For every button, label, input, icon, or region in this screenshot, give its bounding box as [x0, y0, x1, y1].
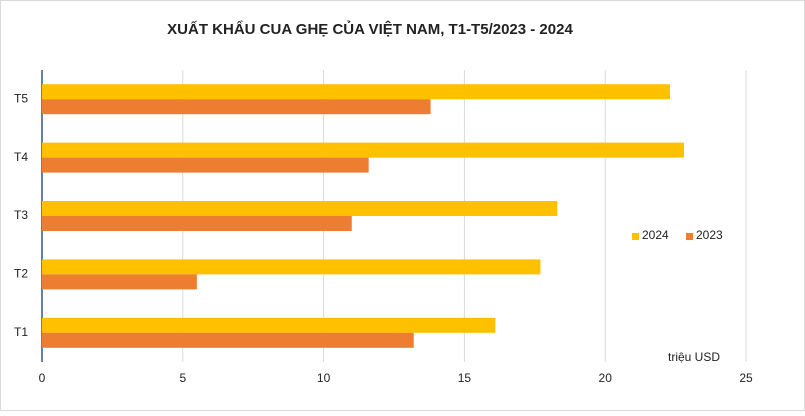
legend-label: 2023	[696, 228, 723, 242]
x-tick-label: 25	[739, 371, 753, 385]
x-tick-label: 15	[458, 371, 472, 385]
bar	[42, 99, 431, 115]
y-tick-label: T2	[14, 267, 28, 281]
bar	[42, 216, 352, 231]
bar	[42, 317, 496, 333]
x-tick-label: 10	[317, 371, 331, 385]
y-tick-label: T3	[14, 208, 28, 222]
bar	[42, 201, 558, 216]
bar	[42, 259, 541, 275]
x-tick-label: 20	[599, 371, 613, 385]
x-tick-label: 0	[39, 371, 46, 385]
y-tick-label: T4	[14, 150, 28, 164]
bar	[42, 84, 670, 100]
y-tick-label: T1	[14, 325, 28, 339]
legend-label: 2024	[642, 228, 669, 242]
x-axis-label: triệu USD	[668, 350, 720, 364]
bar	[42, 157, 369, 173]
legend-swatch	[686, 233, 693, 240]
bar	[42, 332, 414, 348]
bar	[42, 274, 197, 290]
x-tick-label: 5	[179, 371, 186, 385]
bar	[42, 142, 685, 158]
y-tick-label: T5	[14, 91, 28, 105]
legend-swatch	[632, 233, 639, 240]
chart-title: XUẤT KHẨU CUA GHẸ CỦA VIỆT NAM, T1-T5/20…	[167, 20, 573, 38]
